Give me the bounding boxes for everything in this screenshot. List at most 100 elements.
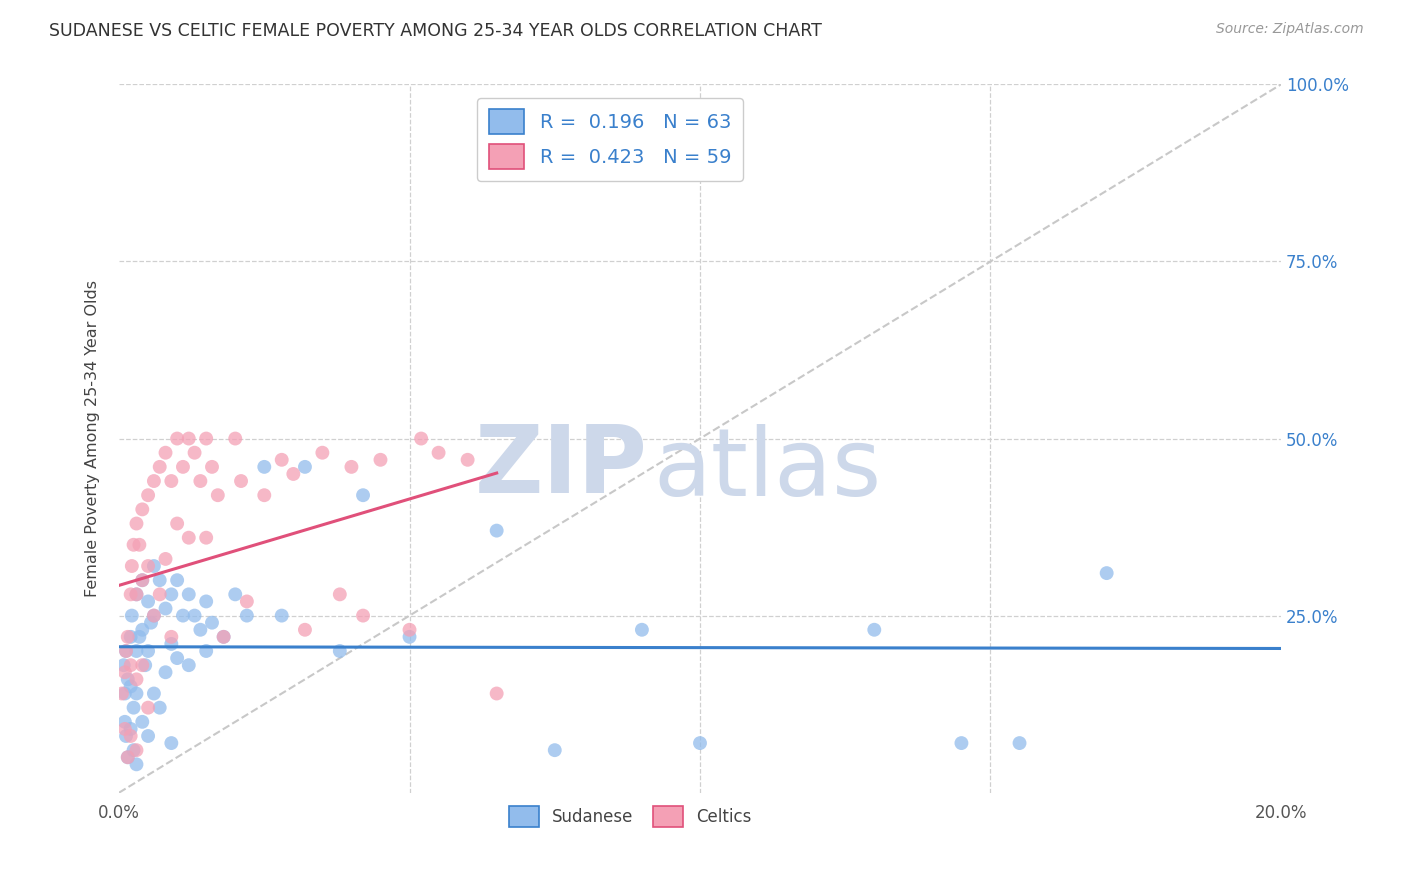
Point bbox=[457, 452, 479, 467]
Point bbox=[485, 524, 508, 538]
Text: Source: ZipAtlas.com: Source: ZipAtlas.com bbox=[1216, 22, 1364, 37]
Point bbox=[128, 630, 150, 644]
Point bbox=[131, 573, 153, 587]
Point bbox=[120, 722, 142, 736]
Point bbox=[131, 658, 153, 673]
Point bbox=[177, 531, 200, 545]
Point bbox=[411, 432, 433, 446]
Point bbox=[117, 673, 139, 687]
Point bbox=[172, 608, 194, 623]
Point bbox=[224, 587, 246, 601]
Point bbox=[294, 459, 316, 474]
Point bbox=[166, 651, 188, 665]
Point bbox=[195, 594, 218, 608]
Point bbox=[117, 750, 139, 764]
Point bbox=[160, 587, 183, 601]
Point bbox=[155, 552, 177, 566]
Point bbox=[136, 700, 159, 714]
Point bbox=[115, 729, 138, 743]
Point bbox=[149, 700, 172, 714]
Point bbox=[120, 729, 142, 743]
Point bbox=[120, 658, 142, 673]
Point bbox=[212, 630, 235, 644]
Point bbox=[253, 488, 276, 502]
Point bbox=[117, 750, 139, 764]
Point bbox=[128, 538, 150, 552]
Point bbox=[195, 531, 218, 545]
Point bbox=[340, 459, 363, 474]
Point bbox=[689, 736, 711, 750]
Point bbox=[136, 488, 159, 502]
Point bbox=[136, 594, 159, 608]
Point bbox=[114, 714, 136, 729]
Point bbox=[142, 559, 165, 574]
Point bbox=[114, 686, 136, 700]
Point bbox=[155, 601, 177, 615]
Point bbox=[236, 594, 259, 608]
Point bbox=[224, 432, 246, 446]
Point bbox=[177, 587, 200, 601]
Point bbox=[160, 736, 183, 750]
Point bbox=[485, 686, 508, 700]
Point bbox=[253, 459, 276, 474]
Point bbox=[398, 630, 420, 644]
Point bbox=[177, 658, 200, 673]
Point bbox=[201, 459, 224, 474]
Point bbox=[114, 722, 136, 736]
Point bbox=[863, 623, 886, 637]
Text: atlas: atlas bbox=[654, 425, 882, 516]
Point bbox=[160, 630, 183, 644]
Y-axis label: Female Poverty Among 25-34 Year Olds: Female Poverty Among 25-34 Year Olds bbox=[86, 280, 100, 597]
Point bbox=[125, 673, 148, 687]
Point bbox=[142, 608, 165, 623]
Point bbox=[125, 516, 148, 531]
Point bbox=[166, 516, 188, 531]
Point bbox=[149, 459, 172, 474]
Point bbox=[183, 608, 205, 623]
Point bbox=[190, 474, 212, 488]
Point bbox=[117, 630, 139, 644]
Point bbox=[166, 432, 188, 446]
Point bbox=[131, 573, 153, 587]
Point bbox=[136, 729, 159, 743]
Point bbox=[195, 644, 218, 658]
Point bbox=[142, 608, 165, 623]
Point bbox=[166, 573, 188, 587]
Point bbox=[427, 446, 450, 460]
Point bbox=[122, 700, 145, 714]
Point bbox=[160, 637, 183, 651]
Point bbox=[121, 559, 143, 574]
Point bbox=[1095, 566, 1118, 580]
Point bbox=[121, 608, 143, 623]
Point bbox=[212, 630, 235, 644]
Point bbox=[120, 587, 142, 601]
Point bbox=[131, 502, 153, 516]
Point bbox=[125, 757, 148, 772]
Point bbox=[352, 608, 374, 623]
Point bbox=[329, 644, 352, 658]
Point bbox=[190, 623, 212, 637]
Point bbox=[120, 680, 142, 694]
Point bbox=[172, 459, 194, 474]
Point bbox=[114, 665, 136, 680]
Point bbox=[122, 743, 145, 757]
Point bbox=[112, 658, 135, 673]
Text: SUDANESE VS CELTIC FEMALE POVERTY AMONG 25-34 YEAR OLDS CORRELATION CHART: SUDANESE VS CELTIC FEMALE POVERTY AMONG … bbox=[49, 22, 823, 40]
Point bbox=[195, 432, 218, 446]
Point bbox=[111, 686, 134, 700]
Point bbox=[160, 474, 183, 488]
Point bbox=[370, 452, 392, 467]
Point bbox=[149, 587, 172, 601]
Point bbox=[270, 452, 292, 467]
Point bbox=[207, 488, 229, 502]
Point bbox=[136, 644, 159, 658]
Point bbox=[136, 559, 159, 574]
Point bbox=[352, 488, 374, 502]
Point bbox=[149, 573, 172, 587]
Point bbox=[125, 644, 148, 658]
Point bbox=[125, 587, 148, 601]
Point bbox=[125, 686, 148, 700]
Point bbox=[201, 615, 224, 630]
Point bbox=[125, 587, 148, 601]
Point bbox=[142, 686, 165, 700]
